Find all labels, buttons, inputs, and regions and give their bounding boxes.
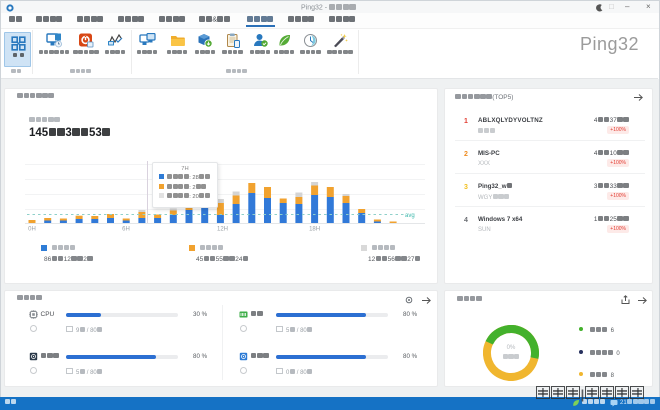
svg-text:6H: 6H — [122, 227, 130, 233]
svg-text:avg: avg — [405, 213, 415, 219]
svg-text:12H: 12H — [217, 227, 228, 233]
svg-text:18H: 18H — [309, 227, 320, 233]
svg-text:0H: 0H — [28, 227, 36, 233]
